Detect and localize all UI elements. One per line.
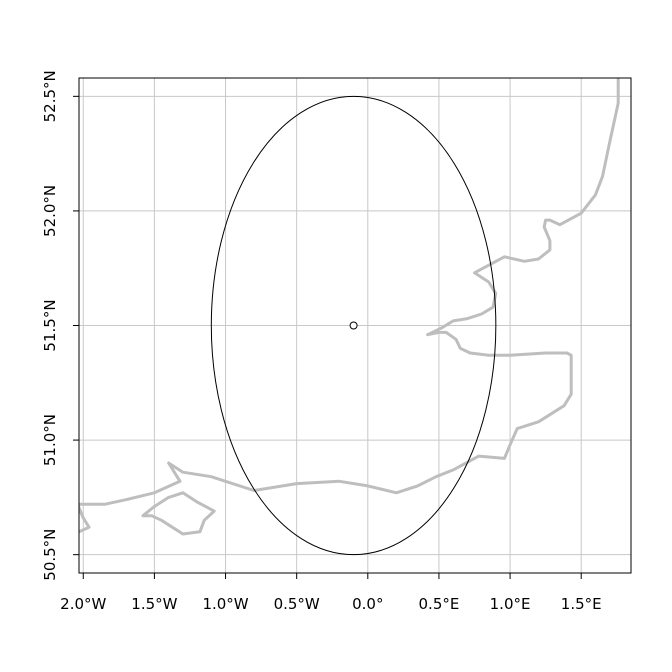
x-tick-label: 0.5°W [274, 595, 320, 613]
x-tick-label: 0.0° [352, 595, 383, 613]
x-tick-label: 1.5°E [561, 595, 602, 613]
coastline [141, 491, 216, 536]
y-axis-ticks: 50.5°N 51.0°N 51.5°N 52.0°N 52.5°N [41, 70, 79, 581]
y-tick-label: 52.5°N [41, 70, 59, 122]
coastline [79, 503, 91, 534]
x-tick-label: 1.5°W [131, 595, 177, 613]
coastline-layer [79, 78, 620, 536]
ellipse-layer [210, 95, 497, 556]
y-tick-label: 51.0°N [41, 414, 59, 466]
x-tick-label: 2.0°W [60, 595, 106, 613]
center-point [349, 321, 358, 330]
y-tick-label: 51.5°N [41, 299, 59, 351]
buffer-ellipse [210, 95, 497, 556]
coastline [79, 78, 620, 506]
y-tick-label: 52.0°N [41, 185, 59, 237]
x-tick-label: 1.0°E [490, 595, 531, 613]
x-axis-ticks: 2.0°W 1.5°W 1.0°W 0.5°W 0.0° 0.5°E 1.0°E 1.5°E [60, 573, 602, 613]
y-tick-label: 50.5°N [41, 529, 59, 581]
x-tick-label: 1.0°W [202, 595, 248, 613]
x-tick-label: 0.5°E [419, 595, 460, 613]
